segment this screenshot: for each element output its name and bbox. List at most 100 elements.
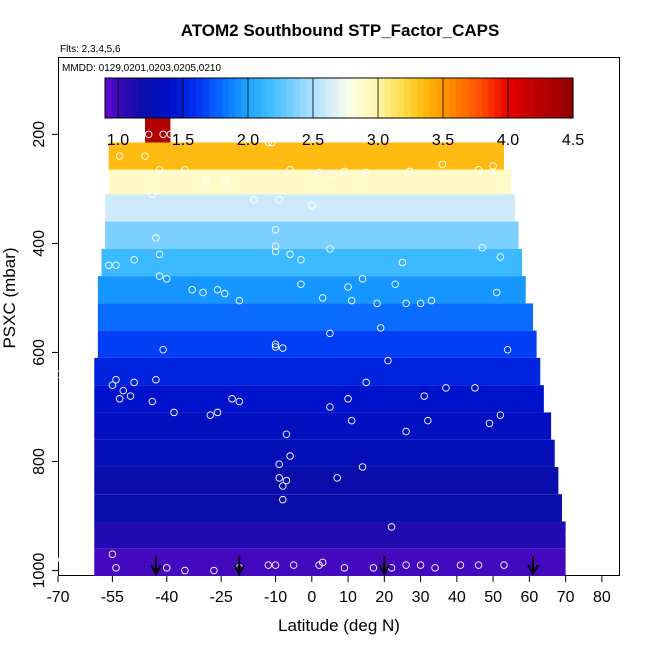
heat-band bbox=[94, 466, 559, 495]
heat-band bbox=[108, 169, 512, 195]
x-tick-label: 30 bbox=[412, 589, 430, 606]
sample-point bbox=[112, 375, 120, 384]
sample-point bbox=[369, 564, 378, 572]
sample-point bbox=[108, 381, 117, 389]
x-tick-label: 70 bbox=[557, 589, 575, 606]
colorbar-cell bbox=[209, 78, 217, 118]
colorbar-cell bbox=[417, 78, 425, 118]
colorbar-cell bbox=[482, 78, 490, 118]
colorbar-tick-label: 3.5 bbox=[432, 132, 454, 149]
sample-point bbox=[130, 378, 138, 387]
sample-point bbox=[199, 288, 207, 297]
sample-point bbox=[54, 370, 62, 379]
colorbar-cell bbox=[339, 78, 347, 118]
sample-point bbox=[210, 566, 218, 575]
sample-point bbox=[181, 566, 189, 575]
heat-band bbox=[94, 548, 566, 576]
sample-point bbox=[387, 523, 396, 531]
heat-band bbox=[94, 494, 562, 522]
sample-point bbox=[279, 495, 287, 504]
sample-point bbox=[275, 460, 283, 468]
sample-point bbox=[431, 564, 439, 572]
colorbar-cell bbox=[514, 78, 522, 118]
sample-point bbox=[405, 167, 414, 176]
flight-arrow bbox=[150, 556, 162, 577]
x-tick-label: 50 bbox=[484, 589, 502, 606]
colorbar-cell bbox=[222, 78, 230, 118]
colorbar-cell bbox=[170, 78, 178, 118]
heat-band bbox=[94, 521, 566, 549]
colorbar-cell bbox=[176, 78, 184, 118]
sample-point bbox=[358, 275, 367, 283]
sample-point bbox=[152, 375, 160, 384]
colorbar-cell bbox=[163, 78, 171, 118]
sample-point bbox=[213, 285, 222, 294]
y-tick-label: 600 bbox=[31, 339, 48, 366]
heat-band bbox=[97, 330, 537, 358]
sample-point bbox=[402, 561, 410, 569]
colorbar-cell bbox=[488, 78, 496, 118]
colorbar-cell bbox=[540, 78, 548, 118]
sample-point bbox=[362, 168, 370, 177]
heat-band bbox=[97, 276, 526, 304]
sample-point bbox=[57, 555, 66, 564]
colorbar-cell bbox=[430, 78, 438, 118]
sample-point bbox=[159, 130, 167, 139]
sample-point bbox=[163, 564, 171, 572]
sample-point bbox=[384, 356, 392, 365]
chart-title: ATOM2 Southbound STP_Factor_CAPS bbox=[181, 21, 500, 40]
sample-point bbox=[119, 386, 128, 395]
sample-point bbox=[108, 550, 117, 558]
colorbar-cell bbox=[261, 78, 269, 118]
sample-point bbox=[279, 482, 287, 490]
colorbar-cell bbox=[371, 78, 379, 118]
sample-point bbox=[221, 176, 229, 185]
colorbar-cell bbox=[137, 78, 145, 118]
heat-band bbox=[94, 439, 555, 467]
sample-point bbox=[181, 166, 189, 174]
sample-point bbox=[115, 395, 124, 403]
colorbar-cell bbox=[391, 78, 399, 118]
heat-band bbox=[94, 385, 544, 413]
colorbar-cell bbox=[358, 78, 366, 118]
sample-point bbox=[474, 561, 483, 569]
x-tick-label: -55 bbox=[101, 589, 124, 606]
colorbar-cell bbox=[521, 78, 529, 118]
heat-band bbox=[105, 221, 519, 249]
heat-band bbox=[94, 357, 541, 386]
sample-point bbox=[297, 255, 305, 264]
heat-band bbox=[145, 115, 171, 143]
flights-label: Flts: 2,3,4,5,6 bbox=[60, 44, 121, 55]
sample-point bbox=[65, 370, 73, 379]
sample-point bbox=[271, 242, 280, 250]
sample-point bbox=[424, 416, 432, 425]
sample-point bbox=[373, 299, 381, 308]
sample-point bbox=[315, 168, 323, 177]
colorbar-cell bbox=[404, 78, 412, 118]
heat-band bbox=[108, 142, 504, 170]
sample-point bbox=[416, 299, 425, 308]
x-axis-label: Latitude (deg N) bbox=[278, 616, 400, 635]
sample-point bbox=[148, 397, 157, 406]
sample-point bbox=[279, 344, 287, 352]
y-tick-label: 400 bbox=[31, 230, 48, 257]
colorbar: 1.0 1.5 2.0 2.5 3.0 3.5 4.0 4.5 bbox=[104, 77, 584, 149]
sample-point bbox=[166, 130, 175, 139]
sample-point bbox=[478, 244, 486, 252]
x-tick-label: -10 bbox=[264, 589, 287, 606]
sample-point bbox=[271, 343, 280, 351]
colorbar-cell bbox=[378, 78, 386, 118]
sample-point bbox=[170, 408, 178, 417]
colorbar-tick-label: 4.0 bbox=[497, 132, 519, 149]
colorbar-cell bbox=[553, 78, 561, 118]
colorbar-cell bbox=[144, 78, 152, 118]
x-axis: -70 -55 -40 -25 -10 0 10 20 30 40 50 60 70 80 bbox=[46, 576, 611, 606]
colorbar-cell bbox=[124, 78, 132, 118]
flight-arrow bbox=[378, 556, 391, 577]
sample-point bbox=[416, 561, 425, 569]
colorbar-cell bbox=[215, 78, 223, 118]
colorbar-cell bbox=[410, 78, 418, 118]
sample-point bbox=[264, 561, 273, 569]
y-tick-label: 1000 bbox=[31, 553, 48, 589]
colorbar-cell bbox=[111, 78, 119, 118]
